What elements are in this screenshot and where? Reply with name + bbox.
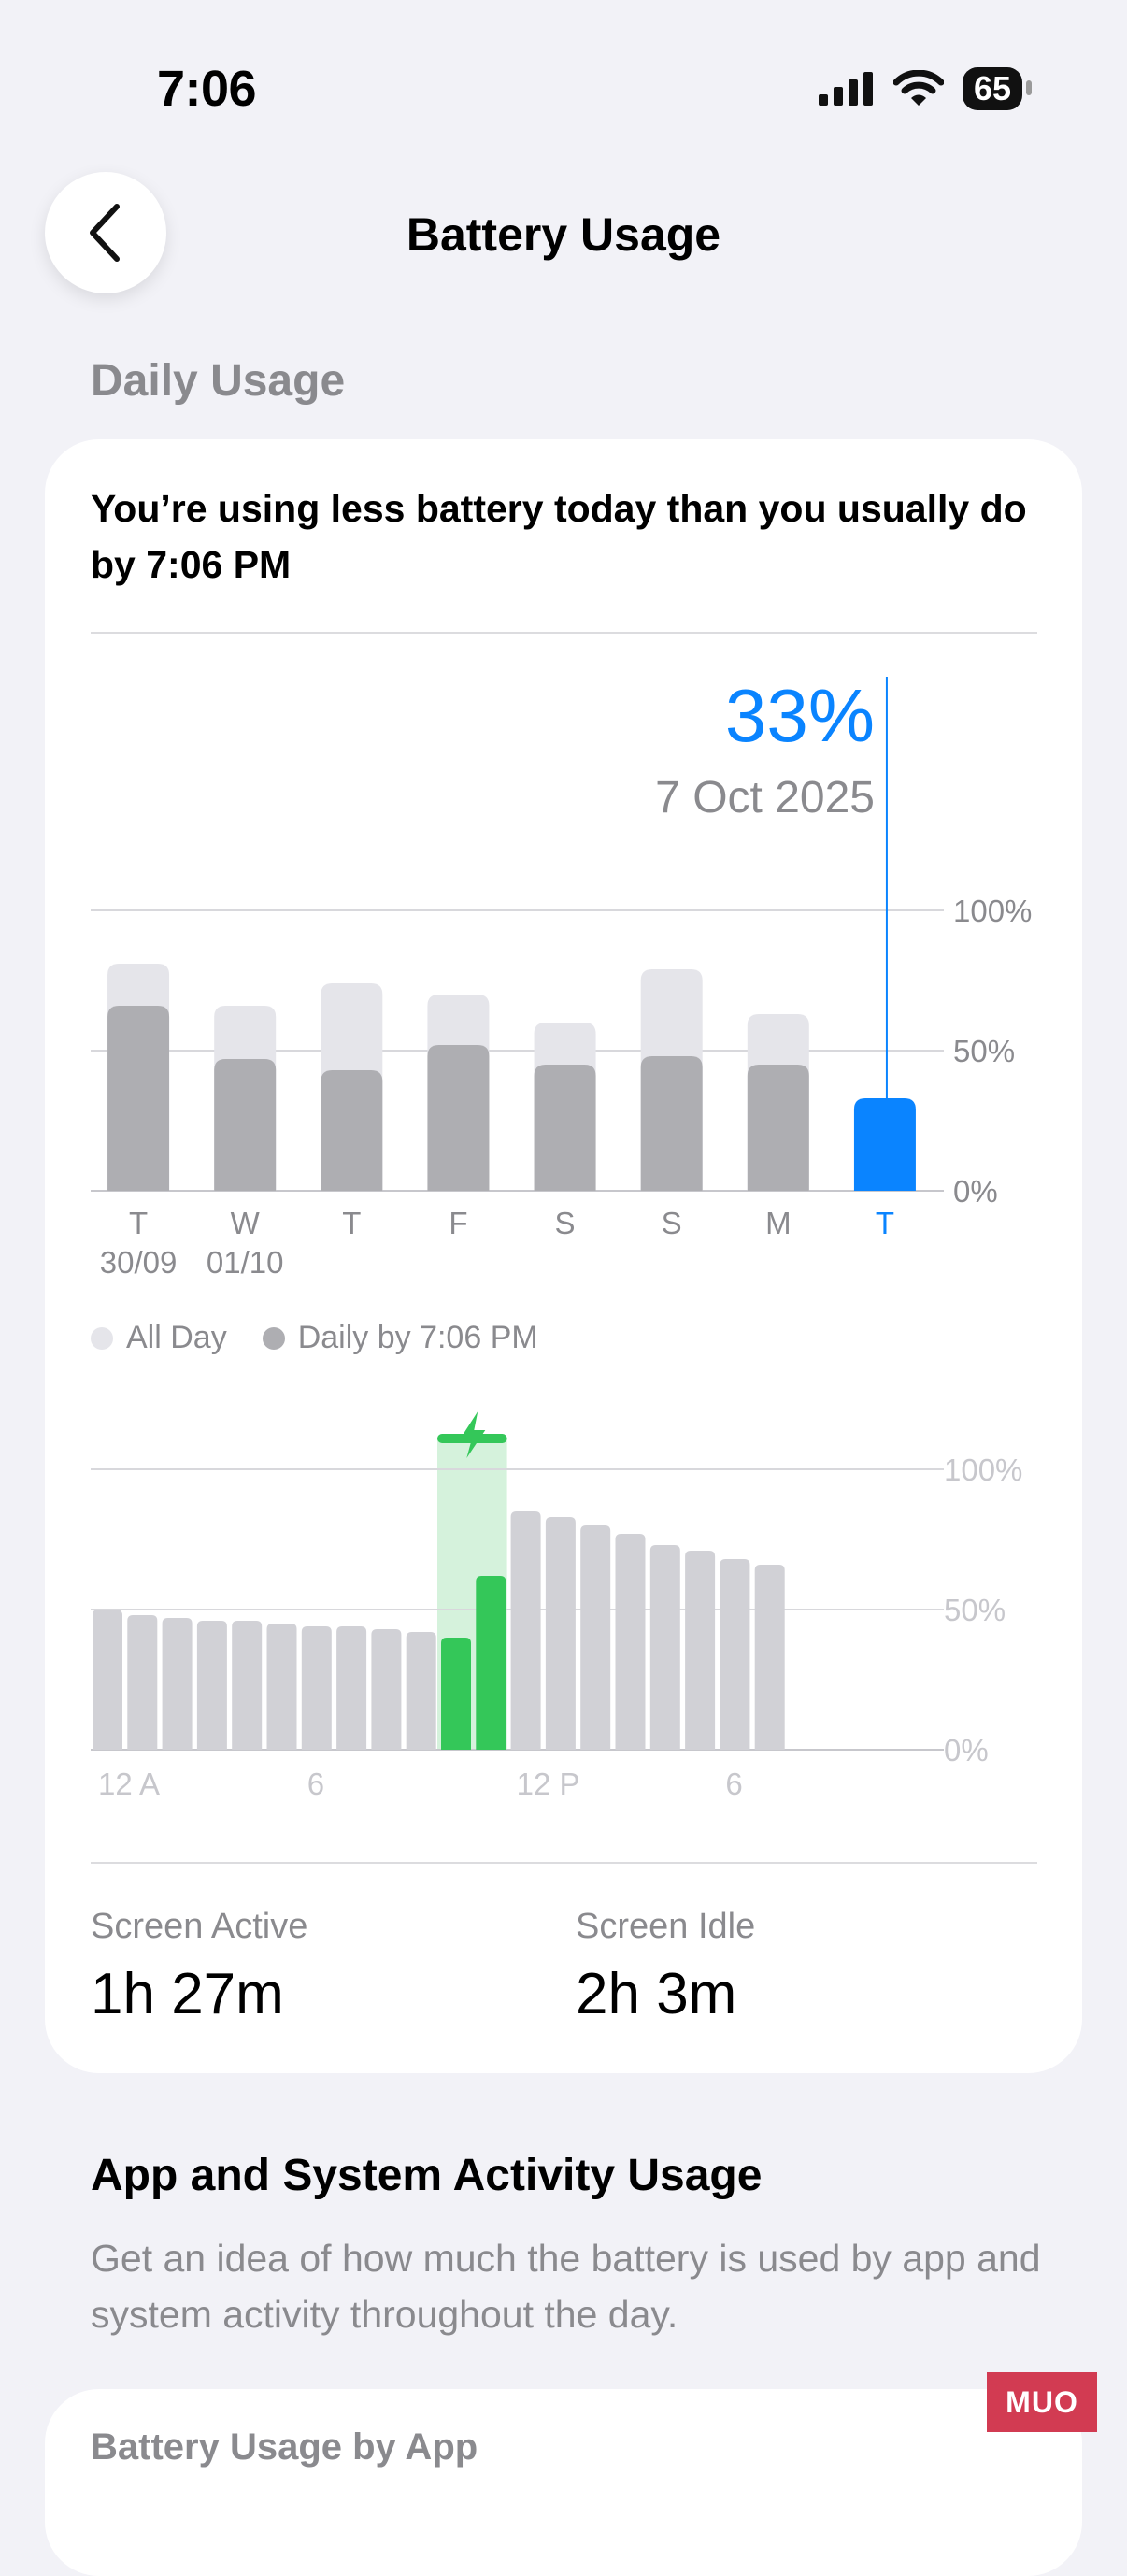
bar-charging (476, 1576, 506, 1750)
bar-battery-level (162, 1618, 193, 1750)
y-tick-label: 50% (944, 1593, 1006, 1627)
bar-daily (107, 1006, 170, 1191)
app-system-title: App and System Activity Usage (91, 2151, 763, 2200)
bar-daily (427, 1045, 490, 1191)
bar-battery-level (336, 1626, 367, 1750)
screen-idle-label: Screen Idle (576, 1907, 756, 1946)
x-tick-day: T (129, 1206, 148, 1240)
chart-legend: All Day Daily by 7:06 PM (91, 1320, 538, 1356)
screen-active-label: Screen Active (91, 1907, 308, 1946)
divider (91, 632, 1037, 634)
x-tick-day: S (662, 1206, 682, 1240)
wifi-icon (892, 70, 944, 106)
x-tick-label: 12 P (517, 1767, 580, 1801)
selected-day-value: 33% (724, 674, 875, 757)
x-tick-day: M (765, 1206, 792, 1240)
divider (91, 1862, 1037, 1864)
bar-battery-level (232, 1621, 263, 1750)
y-tick-label: 0% (944, 1733, 989, 1767)
x-tick-date: 30/09 (100, 1245, 178, 1280)
legend-daily-swatch (262, 1326, 285, 1350)
bar-battery-level (93, 1610, 122, 1750)
y-tick-label: 100% (944, 1453, 1022, 1487)
bar-selected-day (853, 1098, 916, 1191)
selected-day-date: 7 Oct 2025 (655, 773, 875, 823)
screen-idle-value: 2h 3m (576, 1962, 737, 2026)
page-title: Battery Usage (406, 208, 721, 261)
chevron-left-icon (90, 204, 120, 262)
bar-battery-level (720, 1559, 750, 1750)
daily-usage-card (45, 439, 1082, 2073)
usage-headline: You’re using less battery today than you… (91, 487, 1027, 586)
bar-battery-level (371, 1629, 402, 1750)
battery-usage-by-app-title: Battery Usage by App (91, 2426, 478, 2468)
x-tick-date: 01/10 (207, 1245, 284, 1280)
x-tick-label: 12 A (98, 1767, 160, 1801)
back-button[interactable] (45, 172, 166, 293)
x-tick-label: 6 (725, 1767, 742, 1801)
bar-battery-level (580, 1525, 611, 1750)
bar-battery-level (266, 1624, 297, 1750)
bar-daily (747, 1065, 809, 1191)
bar-battery-level (127, 1615, 158, 1750)
battery-icon: 65 (962, 67, 1033, 110)
bar-daily (534, 1065, 596, 1191)
y-tick-label: 0% (953, 1174, 998, 1209)
y-tick-label: 50% (953, 1034, 1015, 1068)
lightning-bolt-icon (461, 1411, 486, 1458)
x-tick-day: T (876, 1206, 894, 1240)
app-system-description: Get an idea of how much the battery is u… (91, 2237, 1041, 2336)
legend-daily-label: Daily by 7:06 PM (297, 1320, 538, 1355)
x-tick-day: S (555, 1206, 576, 1240)
legend-all-day-swatch (91, 1326, 113, 1350)
daily-usage-chart[interactable]: 0% 50% 100% T 30/09 W 01/10 T F S S M T (0, 654, 1127, 1290)
cellular-signal-icon (818, 72, 873, 106)
y-tick-label: 100% (953, 894, 1032, 928)
status-time: 7:06 (157, 61, 257, 117)
bar-battery-level (754, 1565, 785, 1750)
x-tick-day: T (342, 1206, 361, 1240)
bar-battery-level (685, 1551, 716, 1750)
legend-all-day-label: All Day (126, 1320, 227, 1355)
bar-battery-level (615, 1534, 646, 1750)
bar-daily (321, 1070, 383, 1191)
bar-battery-level (649, 1545, 680, 1750)
bar-daily (640, 1056, 703, 1191)
x-tick-day: W (231, 1206, 261, 1240)
bar-charging (441, 1638, 471, 1750)
status-icons: 65 (818, 67, 1033, 110)
bar-battery-level (510, 1511, 541, 1750)
watermark-logo: MUO (987, 2372, 1097, 2432)
bar-battery-level (301, 1626, 332, 1750)
bar-battery-level (196, 1621, 227, 1750)
screen-active-value: 1h 27m (91, 1962, 284, 2026)
x-tick-day: F (449, 1206, 467, 1240)
hourly-battery-chart[interactable]: 0% 50% 100% 12 A 6 12 P 6 (0, 1402, 1127, 1813)
x-tick-label: 6 (307, 1767, 324, 1801)
daily-usage-section-label: Daily Usage (91, 356, 346, 406)
bar-daily (214, 1059, 277, 1191)
battery-usage-by-app-card[interactable] (45, 2389, 1082, 2576)
battery-level: 65 (973, 69, 1011, 107)
bar-battery-level (406, 1632, 436, 1750)
bar-battery-level (545, 1517, 576, 1750)
